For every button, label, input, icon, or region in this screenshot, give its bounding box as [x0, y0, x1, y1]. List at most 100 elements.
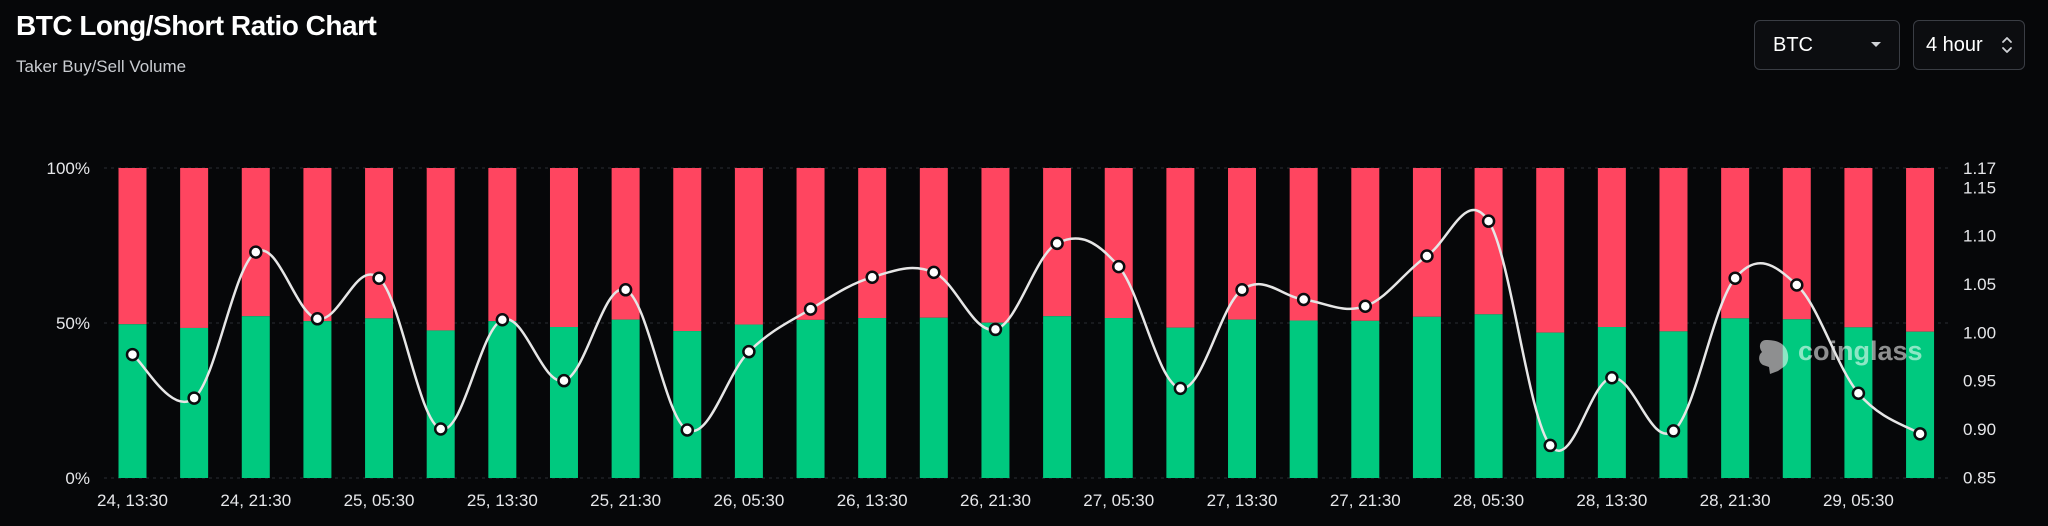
- long-bar: [1597, 327, 1626, 478]
- x-axis-tick-label: 28, 05:30: [1453, 491, 1524, 510]
- left-axis-tick-label: 0%: [65, 469, 90, 488]
- ratio-point: [1173, 381, 1188, 396]
- x-axis-tick-label: 25, 05:30: [344, 491, 415, 510]
- short-bar: [734, 168, 763, 325]
- short-bar: [858, 168, 887, 319]
- long-bar: [303, 321, 332, 478]
- long-bar: [858, 318, 887, 478]
- ratio-point: [1851, 386, 1866, 400]
- ratio-point: [1420, 249, 1434, 263]
- long-bar: [549, 327, 578, 478]
- x-axis-tick-label: 24, 13:30: [97, 491, 168, 510]
- ratio-point: [1790, 278, 1804, 292]
- x-axis-tick-label: 26, 05:30: [713, 491, 784, 510]
- right-axis-tick-label: 1.10: [1963, 227, 1996, 246]
- x-axis-tick-label: 25, 21:30: [590, 491, 661, 510]
- coin-select[interactable]: BTC: [1754, 20, 1900, 70]
- page-subtitle: Taker Buy/Sell Volume: [16, 57, 187, 76]
- short-bar: [1351, 168, 1380, 321]
- long-bar: [981, 322, 1010, 478]
- ratio-point: [742, 344, 756, 359]
- short-bar: [1906, 168, 1935, 332]
- ratio-point: [433, 422, 448, 436]
- caret-down-icon: [1863, 41, 1889, 49]
- long-bar: [426, 330, 455, 478]
- long-bar: [488, 321, 517, 478]
- short-bar: [1228, 168, 1257, 320]
- short-bar: [1844, 168, 1873, 328]
- right-axis-tick-label: 0.85: [1963, 468, 1996, 487]
- short-bar: [919, 168, 948, 318]
- coinglass-watermark: coinglass: [1759, 336, 1923, 374]
- x-axis-tick-label: 27, 05:30: [1083, 491, 1154, 510]
- right-axis-tick-label: 1.17: [1963, 159, 1996, 178]
- x-axis-tick-label: 27, 13:30: [1207, 491, 1278, 510]
- ratio-line: [131, 208, 1921, 452]
- short-bar: [488, 168, 517, 322]
- short-bar: [1104, 168, 1133, 319]
- x-axis-tick-label: 28, 13:30: [1576, 491, 1647, 510]
- long-bar: [241, 316, 270, 478]
- ratio-point: [1543, 438, 1557, 453]
- right-axis-tick-label: 0.95: [1963, 372, 1996, 391]
- long-bar: [1289, 320, 1318, 478]
- ratio-point: [865, 270, 879, 284]
- long-bar: [919, 317, 948, 478]
- long-bar: [611, 319, 640, 478]
- short-bar: [180, 168, 209, 328]
- long-bar: [1536, 332, 1565, 478]
- ratio-point: [1728, 271, 1742, 285]
- ratio-point: [1666, 424, 1681, 438]
- x-axis-tick-label: 29, 05:30: [1823, 491, 1894, 510]
- long-bar: [1906, 331, 1935, 478]
- ratio-point: [803, 302, 818, 316]
- long-bar: [1412, 316, 1441, 478]
- right-axis-tick-label: 1.05: [1963, 275, 1996, 294]
- ratio-point: [618, 283, 633, 297]
- bars-layer: [118, 168, 1935, 478]
- long-bar: [1721, 318, 1750, 478]
- short-bar: [426, 168, 455, 331]
- x-axis-tick-label: 26, 13:30: [837, 491, 908, 510]
- ratio-point: [1050, 236, 1064, 251]
- ratio-point: [927, 265, 941, 280]
- long-bar: [1782, 319, 1811, 478]
- page-title: BTC Long/Short Ratio Chart: [16, 10, 377, 41]
- long-bar: [1104, 318, 1133, 478]
- interval-select-value: 4 hour: [1926, 33, 1983, 56]
- right-axis-tick-label: 1.00: [1963, 323, 1996, 342]
- short-bar: [1166, 168, 1195, 328]
- long-bar: [673, 331, 702, 478]
- ratio-point: [1111, 259, 1126, 274]
- short-bar: [796, 168, 825, 320]
- short-bar: [981, 168, 1010, 323]
- ratio-point: [1481, 214, 1496, 228]
- interval-select[interactable]: 4 hour: [1913, 20, 2025, 70]
- long-bar: [1043, 316, 1072, 478]
- left-axis-tick-label: 100%: [47, 159, 90, 178]
- watermark-text: coinglass: [1798, 336, 1923, 366]
- ratio-point: [680, 423, 695, 437]
- short-bar: [303, 168, 332, 322]
- short-bar: [673, 168, 702, 332]
- long-bar: [1659, 331, 1688, 478]
- long-bar: [1474, 314, 1503, 478]
- updown-chevron-icon: [1994, 36, 2020, 54]
- short-bar: [1659, 168, 1688, 332]
- short-bar: [118, 168, 147, 325]
- left-axis-tick-label: 50%: [56, 314, 90, 333]
- short-bar: [1412, 168, 1441, 317]
- ratio-point: [1358, 299, 1373, 313]
- ratio-point: [557, 373, 571, 388]
- ratio-point: [1913, 427, 1927, 441]
- axis-layer: 0% 50% 100% 0.85 0.90 0.95 1.00 1.05 1.10 1.151.1…: [47, 159, 1997, 510]
- x-axis-tick-label: 24, 21:30: [220, 491, 291, 510]
- ratio-point: [187, 391, 201, 405]
- ratio-point: [249, 245, 263, 259]
- right-axis-tick-label: 0.90: [1963, 420, 1996, 439]
- ratio-point: [988, 322, 1003, 337]
- short-bar: [1597, 168, 1626, 328]
- x-axis-tick-label: 25, 13:30: [467, 491, 538, 510]
- short-bar: [1536, 168, 1565, 333]
- x-axis-tick-label: 28, 21:30: [1700, 491, 1771, 510]
